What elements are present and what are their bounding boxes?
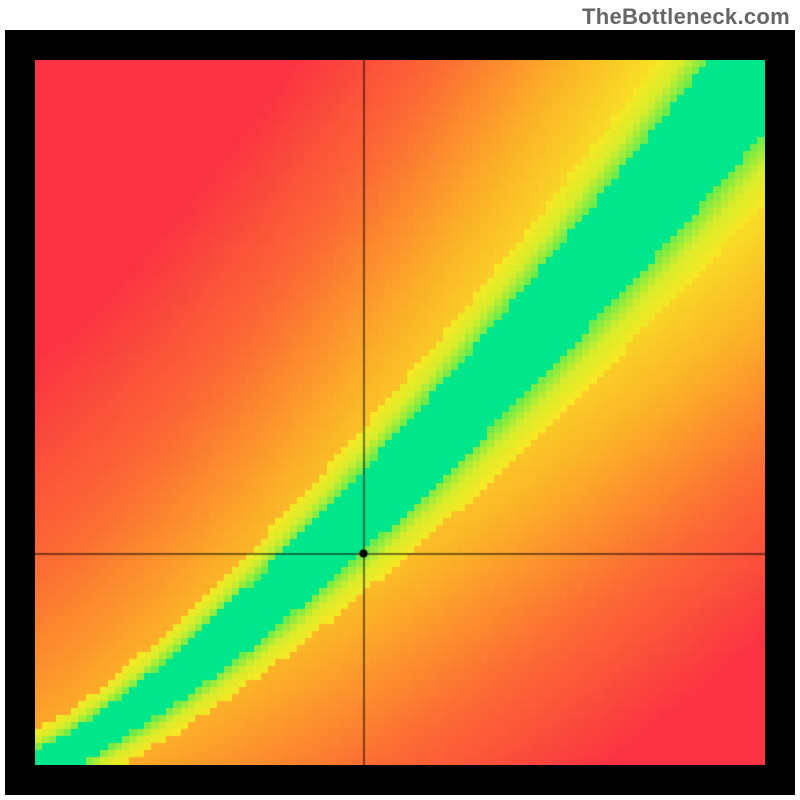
watermark-text: TheBottleneck.com — [582, 4, 790, 30]
heatmap-canvas — [35, 60, 765, 765]
heatmap-plot-area — [35, 60, 765, 765]
chart-outer-frame — [5, 30, 795, 795]
